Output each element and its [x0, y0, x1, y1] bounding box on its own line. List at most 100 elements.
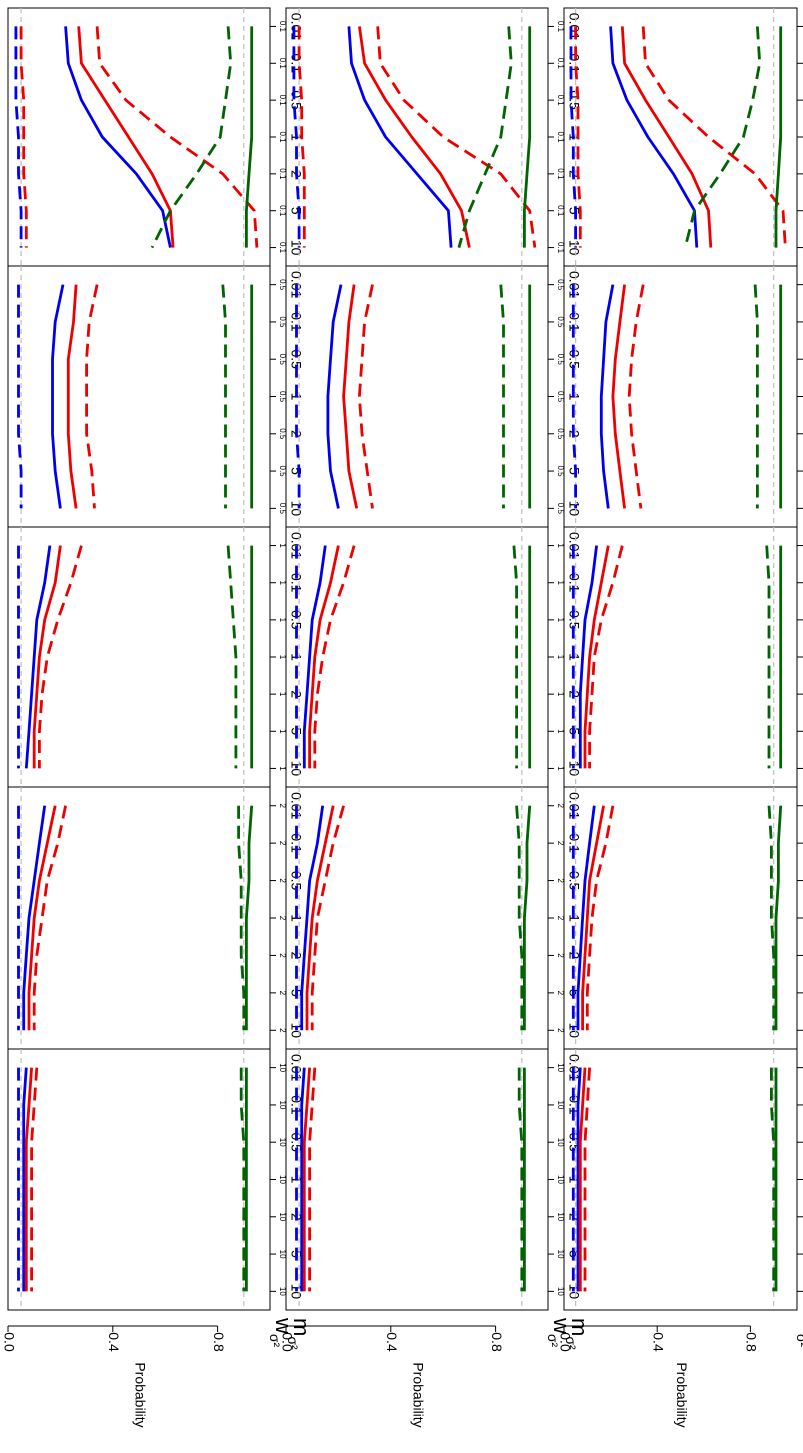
axis-label: Probability [132, 1362, 148, 1427]
category-tick-label: 0.1 [566, 833, 582, 853]
panel-r3-w-0.1: 0.10.010.10.10.10.50.110.120.150.110 [563, 7, 803, 267]
w-level-label: 0.5 [278, 279, 287, 291]
series-red-dashed [85, 284, 99, 509]
series-green-dashed [221, 284, 227, 509]
series-blue-solid [326, 284, 343, 509]
series-blue-solid [24, 545, 52, 769]
axis-tick-label: 0.8 [211, 1332, 227, 1352]
w-level-label: 2 [278, 916, 287, 921]
w-level-label: 2 [556, 991, 565, 996]
category-tick-label: 10 [566, 761, 582, 777]
series-green-dashed [237, 805, 246, 1031]
panel-row-2: 0.1 0.010.1 0.10.1 0.50.1 10.1 20.1 50.1 100.5 0… [279, 7, 592, 1428]
factor-label-w: wσ² [545, 1317, 574, 1348]
panel-r2-w-0.5: 0.5 0.010.5 0.10.5 0.50.5 10.5 20.5 50.5 10 [285, 265, 582, 528]
w-level-label: 2 [278, 991, 287, 996]
series-red-dashed [19, 26, 28, 248]
category-tick-label: 0.5 [288, 871, 304, 891]
w-level-label: 0.1 [278, 168, 287, 180]
category-tick-label: 0.1 [288, 833, 304, 853]
axis-tick-label: 0.4 [650, 1332, 666, 1352]
series-blue-solid [64, 26, 172, 248]
w-level-label: 0.1 [278, 21, 287, 33]
category-tick-label: 0.5 [566, 90, 582, 110]
factor-label-m: mσ² [563, 1318, 592, 1350]
series-red-solid [32, 545, 62, 769]
series-green-dashed [753, 284, 759, 509]
series-blue-solid [576, 1067, 582, 1292]
w-level-label: 2 [556, 878, 565, 883]
w-level-label: 10 [278, 1100, 287, 1109]
axis-tick-label: 0.8 [744, 1332, 760, 1352]
series-green-solid [774, 805, 783, 1031]
series-blue-solid [22, 1067, 28, 1292]
w-level-label: 0.1 [556, 205, 565, 217]
category-tick-label: 0.1 [566, 573, 582, 593]
series-green-dashed [226, 545, 238, 769]
w-level-label: 0.5 [278, 391, 287, 403]
category-tick-label: 0.5 [566, 871, 582, 891]
panel-r2-w-2: 2 0.012 0.12 0.52 12 22 52 10 [285, 786, 582, 1050]
series-red-solid [581, 805, 605, 1031]
series-red-dashed [32, 805, 67, 1031]
axis-tick-label: 0.0 [279, 1332, 295, 1352]
category-tick-label: 10 [566, 1022, 582, 1038]
category-tick-label: 0.5 [288, 610, 304, 630]
w-level-label: 0.1 [278, 205, 287, 217]
series-red-dashed [641, 26, 787, 248]
w-level-label: 10 [556, 1287, 565, 1296]
panel-frame [285, 1048, 549, 1311]
probability-axis: 0.0 0.4 0.8 Probability [279, 1325, 505, 1428]
w-level-label: 0.1 [278, 58, 287, 70]
series-red-dashed [627, 284, 645, 509]
axis-tick-label: 0.4 [106, 1332, 122, 1352]
w-level-label: 1 [556, 580, 565, 585]
series-red-solid [305, 805, 335, 1031]
series-blue-solid [347, 26, 453, 248]
category-tick-label: 10 [288, 240, 304, 256]
w-level-label: 0.1 [278, 242, 287, 254]
series-red-dashed [585, 805, 615, 1031]
w-level-label: 0.5 [278, 466, 287, 478]
series-red-dashed [38, 545, 83, 769]
series-green-dashed [770, 1067, 776, 1292]
category-tick-label: 0.1 [288, 573, 304, 593]
series-blue-solid [576, 805, 596, 1031]
w-level-label: 2 [278, 878, 287, 883]
category-tick-label: 0.5 [566, 349, 582, 369]
w-level-label: 10 [278, 1287, 287, 1296]
w-level-label: 1 [278, 729, 287, 734]
series-blue-solid [300, 805, 325, 1031]
w-level-label: 1 [556, 655, 565, 660]
category-tick-label: 10 [288, 1022, 304, 1038]
panel-frame [7, 786, 271, 1050]
series-red-dashed [583, 1067, 591, 1292]
w-level-label: 1 [556, 692, 565, 697]
series-red-dashed [357, 284, 374, 509]
w-level-label: 0.5 [556, 279, 565, 291]
w-level-label: 1 [556, 729, 565, 734]
panel-frame [563, 265, 798, 528]
w-level-label: 2 [556, 1028, 565, 1033]
series-green-solid [523, 26, 532, 248]
category-tick-label: 0.5 [288, 349, 304, 369]
series-red-dashed [30, 1067, 39, 1292]
w-level-label: 10 [556, 1212, 565, 1221]
w-level-label: 0.5 [556, 316, 565, 328]
panel-r1-w-0.5: 0.5 0.010.5 0.10.5 0.50.5 10.5 20.5 50.5 10 [7, 265, 304, 528]
w-level-label: 2 [556, 803, 565, 808]
series-green-dashed [765, 545, 771, 769]
w-level-label: 10 [556, 1175, 565, 1184]
category-tick-label: 10 [288, 1284, 304, 1300]
w-level-label: 0.1 [556, 242, 565, 254]
category-tick-label: 10 [288, 501, 304, 517]
w-level-label: 10 [556, 1138, 565, 1147]
w-level-label: 2 [278, 1028, 287, 1033]
w-level-label: 0.5 [556, 503, 565, 515]
factor-label-m: mσ² [285, 1318, 314, 1350]
series-green-dashed [499, 284, 505, 509]
